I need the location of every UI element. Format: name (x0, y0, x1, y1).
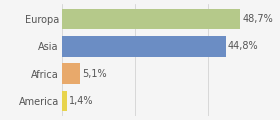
Bar (62, 9, 240, 29)
Bar (62, 91, 67, 111)
Text: 48,7%: 48,7% (242, 14, 273, 24)
Bar (62, 63, 80, 84)
Text: 1,4%: 1,4% (69, 96, 93, 106)
Text: 5,1%: 5,1% (82, 69, 107, 79)
Text: 44,8%: 44,8% (228, 41, 258, 51)
Bar (62, 36, 226, 57)
